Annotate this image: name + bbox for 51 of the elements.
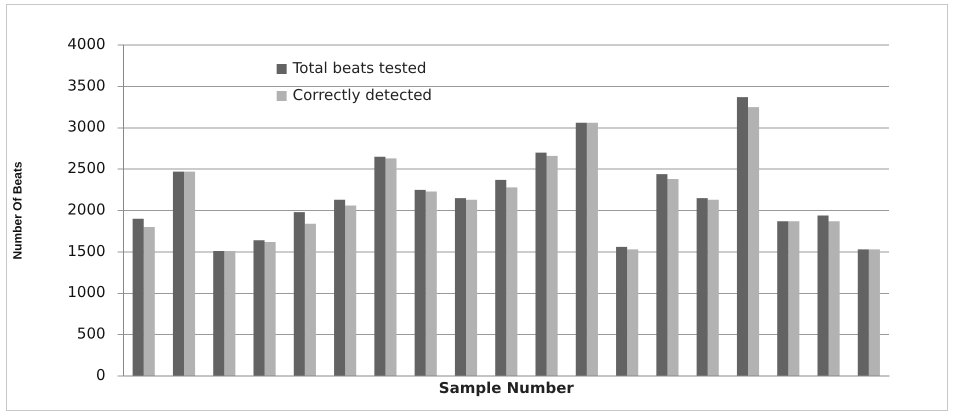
bar (172, 172, 184, 376)
bar (454, 198, 466, 376)
bar (777, 221, 788, 376)
bar (736, 97, 748, 376)
bar (708, 200, 719, 376)
bar (696, 198, 708, 376)
y-axis-title: Number Of Beats (10, 161, 25, 260)
bar (667, 179, 679, 376)
bar (213, 251, 224, 376)
bar (385, 158, 397, 376)
bar (586, 122, 598, 376)
x-axis-title: Sample Number (438, 378, 574, 397)
bar (748, 107, 760, 376)
bar (868, 249, 880, 376)
bar (466, 200, 478, 376)
y-tick-label: 4000 (67, 34, 106, 53)
legend-label: Correctly detected (292, 86, 432, 104)
bar (414, 190, 426, 376)
bar (828, 221, 840, 376)
bar (495, 180, 506, 376)
bar (656, 174, 668, 376)
bar (546, 156, 558, 376)
bar (535, 152, 547, 376)
y-tick-label: 3500 (67, 76, 106, 94)
bar (144, 227, 155, 376)
bar (627, 249, 638, 376)
y-tick-label: 2000 (67, 200, 106, 218)
bar (224, 251, 236, 376)
y-tick-label: 3000 (67, 118, 106, 136)
bar (304, 224, 316, 376)
y-tick-label: 500 (76, 324, 106, 343)
bar (253, 240, 265, 376)
bar (576, 122, 587, 376)
bar (334, 200, 346, 376)
bar (132, 218, 144, 376)
bar (294, 212, 305, 376)
y-tick-label: 0 (96, 366, 106, 384)
bar (264, 242, 276, 376)
bar (426, 191, 437, 376)
y-tick-label: 2500 (67, 159, 106, 178)
bar (506, 187, 518, 376)
y-tick-label: 1000 (67, 283, 106, 302)
bar (184, 172, 196, 376)
legend-label: Total beats tested (292, 58, 426, 77)
bar (817, 215, 829, 376)
y-tick-label: 1500 (67, 242, 106, 260)
bar (616, 246, 628, 376)
bar (345, 206, 356, 376)
bar (788, 221, 800, 376)
bar (858, 249, 869, 376)
bar (374, 156, 386, 376)
